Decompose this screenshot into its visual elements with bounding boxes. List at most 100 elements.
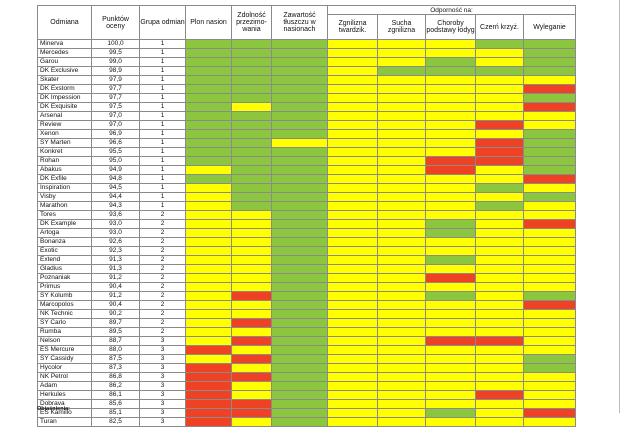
header-group: Grupa odmian <box>139 5 186 40</box>
variety-name: Mercedes <box>37 48 92 58</box>
table-row: SY Carlo 89,7 2 <box>37 318 577 328</box>
rating-cell-yield <box>185 57 232 67</box>
rating-cell-lodging <box>522 417 577 427</box>
rating-cell-stem-base-diseases <box>425 39 476 49</box>
rating-cell-stem-base-diseases <box>425 309 476 319</box>
rating-cell-dry-rot <box>377 417 426 427</box>
ratings-table-frame: Odmiana Punktów oceny Grupa odmian Plon … <box>37 5 577 427</box>
rating-cell-dry-rot <box>377 147 426 157</box>
table-row: DK Exquisite 97,5 1 <box>37 102 577 112</box>
rating-cell-stem-base-diseases <box>425 192 476 202</box>
rating-cell-dry-rot <box>377 183 426 193</box>
points-value: 91,3 <box>91 255 140 265</box>
points-value: 85,1 <box>91 408 140 418</box>
rating-cell-alternaria <box>475 165 524 175</box>
variety-name: Turan <box>37 417 92 427</box>
points-value: 85,6 <box>91 399 140 409</box>
rating-cell-alternaria <box>475 300 524 310</box>
rating-cell-fat-content <box>271 273 328 283</box>
rating-cell-alternaria <box>475 372 524 382</box>
rating-cell-lodging <box>522 120 577 130</box>
group-value: 1 <box>139 192 186 202</box>
rating-cell-winter-hardiness <box>231 84 272 94</box>
rating-cell-sclerotinia <box>327 354 378 364</box>
table-row: Adam 86,2 3 <box>37 381 577 391</box>
rating-cell-winter-hardiness <box>231 66 272 76</box>
rating-cell-fat-content <box>271 363 328 373</box>
rating-cell-stem-base-diseases <box>425 57 476 67</box>
points-value: 91,2 <box>91 273 140 283</box>
header-sclerotinia: Zgnilizna twardzik. <box>327 14 378 40</box>
rating-cell-fat-content <box>271 93 328 103</box>
points-value: 99,0 <box>91 57 140 67</box>
rating-cell-winter-hardiness <box>231 327 272 337</box>
points-value: 93,0 <box>91 228 140 238</box>
rating-cell-yield <box>185 39 232 49</box>
header-dry-rot: Sucha zgnilizna <box>377 14 426 40</box>
group-value: 2 <box>139 309 186 319</box>
rating-cell-lodging <box>522 300 577 310</box>
table-row: Gladius 91,3 2 <box>37 264 577 274</box>
rating-cell-sclerotinia <box>327 210 378 220</box>
rating-cell-winter-hardiness <box>231 219 272 229</box>
rating-cell-sclerotinia <box>327 300 378 310</box>
rating-cell-fat-content <box>271 174 328 184</box>
rating-cell-sclerotinia <box>327 363 378 373</box>
rating-cell-yield <box>185 354 232 364</box>
rating-cell-sclerotinia <box>327 219 378 229</box>
variety-name: DK Example <box>37 219 92 229</box>
variety-name: Artoga <box>37 228 92 238</box>
rating-cell-sclerotinia <box>327 147 378 157</box>
rating-cell-fat-content <box>271 309 328 319</box>
variety-name: Arsenal <box>37 111 92 121</box>
group-value: 2 <box>139 264 186 274</box>
rating-cell-sclerotinia <box>327 282 378 292</box>
variety-name: Extend <box>37 255 92 265</box>
rating-cell-sclerotinia <box>327 138 378 148</box>
group-value: 1 <box>139 75 186 85</box>
header-alternaria: Czerń krzyż. <box>475 14 524 40</box>
rating-cell-yield <box>185 174 232 184</box>
rating-cell-alternaria <box>475 237 524 247</box>
rating-cell-stem-base-diseases <box>425 237 476 247</box>
header-lodging: Wyleganie <box>522 14 577 40</box>
rating-cell-winter-hardiness <box>231 120 272 130</box>
rating-cell-fat-content <box>271 390 328 400</box>
points-value: 87,3 <box>91 363 140 373</box>
group-value: 3 <box>139 354 186 364</box>
points-value: 96,9 <box>91 129 140 139</box>
rating-cell-winter-hardiness <box>231 264 272 274</box>
group-value: 2 <box>139 291 186 301</box>
rating-cell-fat-content <box>271 354 328 364</box>
table-row: Dobrava 85,6 3 <box>37 399 577 409</box>
table-row: Rumba 89,5 2 <box>37 327 577 337</box>
variety-name: Rohan <box>37 156 92 166</box>
rating-cell-yield <box>185 363 232 373</box>
rating-cell-lodging <box>522 183 577 193</box>
group-value: 2 <box>139 246 186 256</box>
group-value: 3 <box>139 345 186 355</box>
rating-cell-fat-content <box>271 300 328 310</box>
table-row: DK Exfile 94,8 1 <box>37 174 577 184</box>
rating-cell-yield <box>185 129 232 139</box>
rating-cell-fat-content <box>271 57 328 67</box>
table-row: Mercedes 99,5 1 <box>37 48 577 58</box>
points-value: 93,0 <box>91 219 140 229</box>
rating-cell-alternaria <box>475 228 524 238</box>
rating-cell-sclerotinia <box>327 291 378 301</box>
rating-cell-yield <box>185 102 232 112</box>
rating-cell-winter-hardiness <box>231 309 272 319</box>
rating-cell-alternaria <box>475 93 524 103</box>
variety-name: SY Marten <box>37 138 92 148</box>
table-row: NK Petrol 86,8 3 <box>37 372 577 382</box>
rating-cell-sclerotinia <box>327 309 378 319</box>
variety-name: Marathon <box>37 201 92 211</box>
rating-cell-winter-hardiness <box>231 363 272 373</box>
rating-cell-dry-rot <box>377 399 426 409</box>
variety-name: Tores <box>37 210 92 220</box>
rating-cell-fat-content <box>271 255 328 265</box>
rating-cell-winter-hardiness <box>231 129 272 139</box>
rating-cell-alternaria <box>475 183 524 193</box>
rating-cell-sclerotinia <box>327 156 378 166</box>
variety-name: Rumba <box>37 327 92 337</box>
